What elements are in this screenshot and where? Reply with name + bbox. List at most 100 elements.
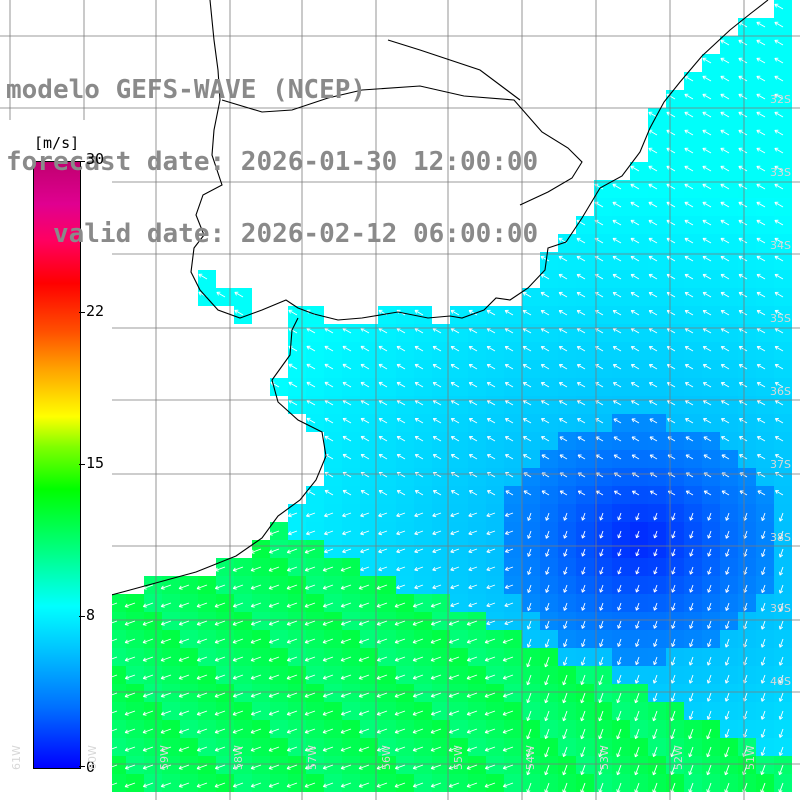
wind-arrow xyxy=(684,292,694,298)
wind-arrow xyxy=(395,764,406,769)
wind-arrow xyxy=(505,364,514,370)
wind-arrow-head xyxy=(563,534,565,539)
wind-arrow-head xyxy=(545,570,547,575)
wind-arrow-head xyxy=(467,624,471,626)
wind-arrow-head xyxy=(503,678,507,680)
wind-arrow-head xyxy=(376,585,380,589)
wind-arrow xyxy=(359,620,370,625)
wind-arrow xyxy=(527,548,532,557)
wind-arrow-head xyxy=(636,589,640,593)
wind-arrow xyxy=(616,764,622,776)
wind-arrow xyxy=(484,710,496,716)
wind-arrow xyxy=(305,674,316,679)
wind-arrow-head xyxy=(305,570,309,572)
wind-arrow xyxy=(433,490,442,496)
wind-arrow-head xyxy=(502,711,506,715)
wind-arrow-head xyxy=(635,552,637,557)
wind-arrow-head xyxy=(559,418,562,422)
wind-arrow xyxy=(757,454,766,460)
wind-arrow-head xyxy=(761,553,763,557)
wind-arrow xyxy=(414,309,424,316)
wind-arrow xyxy=(720,111,730,118)
wind-arrow-head xyxy=(250,585,254,589)
wind-arrow xyxy=(671,656,676,666)
wind-arrow-head xyxy=(394,657,398,661)
wind-arrow-head xyxy=(563,644,568,648)
wind-arrow xyxy=(559,346,568,352)
wind-arrow xyxy=(269,530,280,535)
wind-arrow-head xyxy=(448,750,453,752)
wind-arrow xyxy=(522,346,532,352)
wind-arrow xyxy=(581,566,586,575)
wind-arrow xyxy=(502,746,514,752)
wind-arrow-head xyxy=(431,624,435,626)
wind-arrow xyxy=(756,147,766,154)
wind-arrow xyxy=(527,512,532,521)
wind-arrow xyxy=(595,382,604,388)
wind-arrow-head xyxy=(342,531,346,535)
wind-arrow xyxy=(757,364,766,370)
wind-arrow xyxy=(486,530,496,535)
wind-arrow-head xyxy=(305,660,309,662)
wind-arrow-head xyxy=(671,534,673,539)
wind-arrow xyxy=(397,490,406,496)
wind-arrow-head xyxy=(545,516,547,521)
wind-arrow-head xyxy=(779,518,784,522)
wind-arrow-head xyxy=(635,718,639,722)
border-line xyxy=(221,85,583,206)
wind-arrow xyxy=(234,309,244,316)
wind-arrow-head xyxy=(689,716,693,720)
wind-arrow-head xyxy=(484,714,489,716)
wind-arrow-head xyxy=(233,588,237,590)
wind-arrow xyxy=(414,418,424,424)
wind-arrow xyxy=(614,490,622,496)
wind-arrow-head xyxy=(756,292,760,296)
wind-arrow xyxy=(774,165,784,172)
wind-arrow-head xyxy=(360,533,365,536)
wind-arrow-head xyxy=(617,718,621,722)
wind-arrow-head xyxy=(581,570,583,575)
wind-arrow-head xyxy=(341,786,345,788)
wind-arrow-head xyxy=(340,642,345,644)
wind-arrow-head xyxy=(756,58,759,62)
wind-arrow xyxy=(304,548,316,554)
wind-arrow xyxy=(576,256,586,262)
wind-arrow-head xyxy=(197,660,201,662)
wind-arrow-head xyxy=(743,608,748,611)
wind-arrow-head xyxy=(196,588,201,590)
wind-arrow-head xyxy=(486,530,490,535)
wind-arrow xyxy=(599,548,604,557)
wind-arrow-head xyxy=(654,589,658,593)
wind-arrow-head xyxy=(414,418,418,422)
wind-arrow xyxy=(360,566,370,571)
wind-arrow-head xyxy=(142,603,146,607)
wind-arrow-head xyxy=(304,624,309,626)
wind-arrow xyxy=(125,764,136,769)
wind-arrow-head xyxy=(707,626,712,629)
wind-arrow-head xyxy=(760,625,763,630)
wind-arrow-head xyxy=(671,588,673,593)
wind-arrow-head xyxy=(286,678,291,680)
wind-arrow-head xyxy=(269,642,273,644)
colorbar-tick-mark xyxy=(79,312,85,313)
wind-arrow-head xyxy=(725,588,727,593)
wind-arrow xyxy=(562,710,568,722)
wind-arrow xyxy=(305,584,316,589)
wind-arrow-head xyxy=(124,729,128,733)
wind-arrow xyxy=(720,256,730,262)
wind-arrow-head xyxy=(720,94,723,98)
wind-arrow xyxy=(756,274,766,280)
wind-arrow xyxy=(396,382,406,388)
wind-arrow-head xyxy=(720,346,724,350)
wind-arrow xyxy=(724,746,730,758)
wind-arrow-head xyxy=(178,660,183,662)
wind-arrow xyxy=(179,638,190,643)
wind-arrow-head xyxy=(178,693,182,697)
wind-arrow-head xyxy=(702,310,706,314)
wind-arrow-head xyxy=(707,606,709,611)
wind-arrow xyxy=(653,656,658,665)
wind-arrow-head xyxy=(306,515,310,518)
wind-arrow xyxy=(485,674,496,679)
wind-arrow xyxy=(323,602,334,607)
wind-arrow xyxy=(414,436,424,442)
